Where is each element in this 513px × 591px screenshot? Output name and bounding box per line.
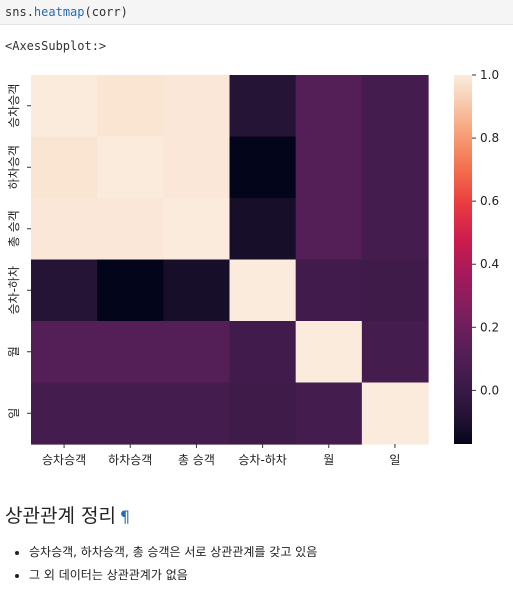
heatmap-cell (361, 198, 429, 261)
heatmap-cell (97, 259, 164, 322)
code-method: heatmap (33, 5, 85, 19)
colorbar-tick-label: 0.8 (480, 131, 499, 145)
heatmap-cell (97, 75, 164, 138)
heatmap-cell (31, 198, 98, 261)
colorbar-tick-label: 0.4 (480, 257, 499, 271)
heatmap-cell (163, 75, 231, 138)
list-item: 그 외 데이터는 상관관계가 없음 (29, 564, 317, 587)
heatmap-cell (163, 321, 231, 384)
colorbar-tick-label: 0.2 (480, 320, 499, 334)
heatmap-cell (361, 259, 429, 322)
heading-anchor-link[interactable]: ¶ (119, 507, 131, 526)
code-cell[interactable]: sns.heatmap(corr) (0, 0, 513, 25)
heatmap-cell (295, 382, 363, 445)
y-tick-label: 총 승객 (7, 210, 21, 247)
x-tick-label: 승차승객 (42, 453, 86, 467)
x-tick-label: 승차-하차 (238, 453, 287, 467)
heatmap-cell (229, 198, 297, 261)
x-tick-label: 월 (323, 453, 334, 467)
heatmap-cell (295, 259, 363, 322)
heatmap-cell (229, 75, 297, 138)
heatmap-cell (163, 136, 231, 199)
code-object: sns (5, 5, 27, 19)
code-args: (corr) (84, 5, 128, 19)
heatmap-cell (229, 321, 297, 384)
section-heading-text: 상관관계 정리 (5, 505, 116, 527)
heatmap-cell (229, 136, 297, 199)
heatmap-cell (295, 75, 363, 138)
heatmap-cell (31, 136, 98, 199)
x-tick-label: 일 (389, 453, 400, 467)
heatmap-cell (31, 382, 98, 445)
colorbar-tick-label: 0.6 (480, 194, 499, 208)
heatmap-cell (361, 321, 429, 384)
section-heading: 상관관계 정리 ¶ (5, 501, 130, 528)
y-tick-label: 월 (7, 346, 21, 357)
heatmap-cell (295, 198, 363, 261)
heatmap-cell (97, 136, 164, 199)
heatmap-cell (229, 382, 297, 445)
heatmap-cell (163, 259, 231, 322)
heatmap-cell (361, 136, 429, 199)
colorbar (454, 75, 472, 444)
x-tick-label: 총 승객 (178, 453, 215, 467)
heatmap-cell (31, 259, 98, 322)
heatmap-cell (97, 321, 164, 384)
heatmap-cell (361, 382, 429, 445)
summary-list: 승차승객, 하차승객, 총 승객은 서로 상관관계를 갖고 있음 그 외 데이터… (0, 541, 317, 587)
heatmap-cell (163, 382, 231, 445)
colorbar-tick-label: 0.0 (480, 383, 499, 397)
heatmap-cell (295, 321, 363, 384)
heatmap-cell (97, 198, 164, 261)
heatmap-cell (229, 259, 297, 322)
heatmap-cell (31, 75, 98, 138)
heatmap-cell (295, 136, 363, 199)
colorbar-tick-label: 1.0 (480, 68, 499, 82)
list-item: 승차승객, 하차승객, 총 승객은 서로 상관관계를 갖고 있음 (29, 541, 317, 564)
heatmap-cell (163, 198, 231, 261)
heatmap-cell (31, 321, 98, 384)
heatmap-cell (361, 75, 429, 138)
y-tick-label: 승차승객 (7, 84, 21, 128)
y-tick-label: 하차승객 (7, 145, 21, 189)
x-tick-label: 하차승객 (108, 453, 152, 467)
y-tick-label: 승차-하차 (7, 266, 21, 315)
y-tick-label: 일 (7, 408, 21, 419)
cell-output-text: <AxesSubplot:> (5, 39, 107, 53)
heatmap-cell (97, 382, 164, 445)
